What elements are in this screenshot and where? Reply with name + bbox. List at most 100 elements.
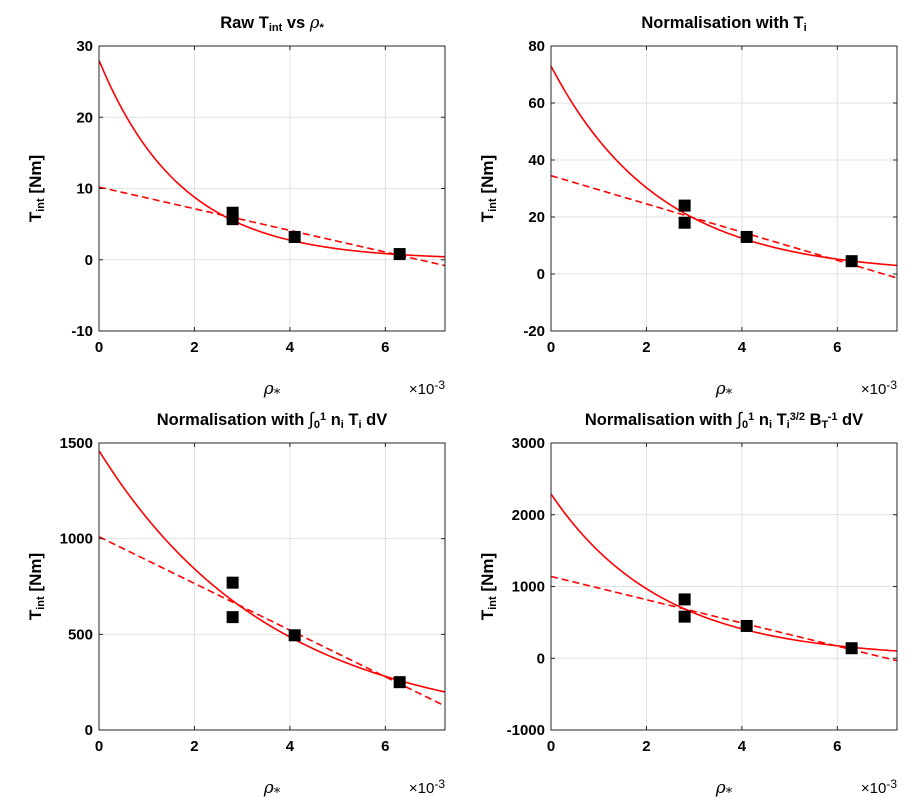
text-part: [Nm]	[478, 155, 497, 198]
data-point	[740, 230, 753, 243]
data-point	[226, 576, 239, 589]
text-part: *	[320, 22, 325, 34]
text-part: n	[326, 411, 341, 429]
text-part: B	[805, 411, 822, 429]
y-tick-label: -1000	[507, 722, 545, 739]
text-part: [Nm]	[26, 155, 45, 198]
text-part: dV	[362, 411, 388, 429]
y-tick-label: 20	[76, 109, 93, 126]
y-axis-label: Tint [Nm]	[478, 553, 499, 620]
y-tick-label: 10	[76, 181, 93, 198]
y-axis-label: Tint [Nm]	[26, 155, 47, 222]
y-tick-label: -10	[71, 323, 93, 340]
text-part: dV	[837, 411, 863, 429]
text-part: int	[487, 198, 499, 212]
multiplier-exponent: -3	[886, 378, 897, 392]
data-point	[288, 230, 301, 243]
linear-fit-line	[99, 186, 445, 267]
x-multiplier: ×10-3	[861, 378, 897, 398]
text-part: i	[804, 22, 807, 34]
x-tick-label: 0	[547, 339, 555, 356]
x-tick-label: 4	[738, 339, 747, 356]
text-part: [Nm]	[26, 553, 45, 596]
data-point	[740, 619, 753, 632]
text-part: T	[478, 609, 497, 620]
text-part: Normalisation with T	[641, 14, 803, 32]
x-axis-label: ρ*	[715, 379, 733, 402]
linear-fit-line	[551, 174, 897, 279]
fit-lines	[99, 59, 445, 267]
x-tick-label: 0	[95, 738, 103, 755]
rho-symbol: ρ	[263, 379, 274, 399]
text-part: int	[487, 596, 499, 610]
multiplier-base: ×10	[409, 381, 434, 398]
data-point	[393, 676, 406, 689]
linear-fit-line	[551, 575, 897, 662]
y-tick-label: 60	[528, 95, 545, 112]
text-part: T	[26, 211, 45, 222]
multiplier-base: ×10	[409, 780, 434, 797]
multiplier-exponent: -3	[434, 378, 445, 392]
x-tick-label: 2	[190, 339, 198, 356]
rho-symbol: ρ	[263, 778, 274, 797]
data-point	[845, 255, 858, 268]
multiplier-base: ×10	[861, 780, 886, 797]
y-tick-label: 30	[76, 38, 93, 55]
text-part: 3/2	[790, 411, 805, 423]
star-subscript: *	[726, 786, 733, 797]
x-multiplier: ×10-3	[409, 378, 445, 398]
multiplier-base: ×10	[861, 381, 886, 398]
star-subscript: *	[726, 387, 733, 402]
data-point	[845, 642, 858, 655]
x-tick-label: 2	[642, 738, 650, 755]
x-tick-label: 6	[381, 339, 389, 356]
rho-symbol: ρ	[715, 778, 726, 797]
y-axis-label: Tint [Nm]	[26, 553, 47, 620]
text-part: ∫	[307, 409, 315, 429]
y-tick-label: 3000	[512, 435, 545, 452]
text-part: -1	[828, 411, 838, 423]
text-part: T	[26, 609, 45, 620]
y-tick-label: -20	[523, 323, 545, 340]
text-part: n	[754, 411, 769, 429]
x-multiplier: ×10-3	[861, 777, 897, 797]
y-axis-label: Tint [Nm]	[478, 155, 499, 222]
text-part: 1	[748, 411, 754, 423]
text-part: i	[359, 419, 362, 431]
fit-lines	[99, 450, 445, 707]
y-tick-label: 80	[528, 38, 545, 55]
text-part: int	[269, 22, 283, 34]
y-tick-label: 40	[528, 152, 545, 169]
data-point	[288, 629, 301, 642]
axes-background	[551, 46, 897, 331]
text-part: i	[787, 419, 790, 431]
axes-background	[99, 443, 445, 730]
text-part: Normalisation with	[157, 411, 309, 429]
x-tick-label: 2	[190, 738, 198, 755]
data-point	[393, 248, 406, 261]
text-part: vs	[282, 14, 310, 32]
chart-title: Normalisation with Ti	[641, 14, 806, 34]
axes-box	[98, 442, 446, 731]
text-part: ρ	[309, 13, 320, 32]
text-part: T	[772, 411, 787, 429]
x-tick-label: 6	[381, 738, 389, 755]
text-part: [Nm]	[478, 553, 497, 596]
text-part: i	[769, 419, 772, 431]
x-axis-label: ρ*	[715, 778, 733, 797]
y-tick-label: 1000	[60, 531, 93, 548]
data-point	[678, 199, 691, 212]
x-tick-label: 0	[95, 339, 103, 356]
exponential-fit-line	[99, 59, 445, 258]
fit-lines	[551, 493, 897, 662]
multiplier-exponent: -3	[434, 777, 445, 791]
y-tick-label: 20	[528, 209, 545, 226]
data-point	[226, 213, 239, 226]
text-part: ∫	[735, 409, 743, 429]
subplot-3: 0 2 4 6 0 500 1000 1500 ×10-3 ρ* Tint [Nm] Normalis…	[26, 409, 446, 797]
x-tick-label: 6	[833, 339, 841, 356]
exponential-fit-line	[551, 493, 897, 652]
text-part: T	[344, 411, 359, 429]
